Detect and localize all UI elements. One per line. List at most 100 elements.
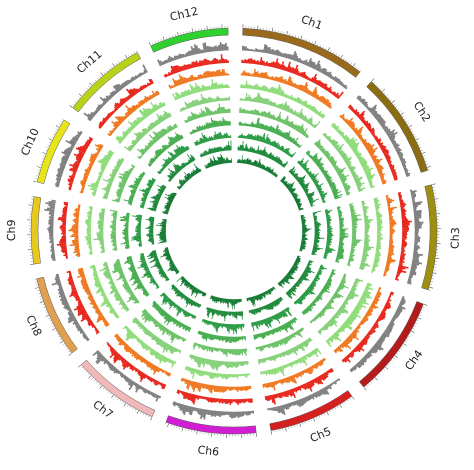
- tick-mark: [191, 28, 193, 32]
- track-histogram-7-ch9: [119, 212, 130, 249]
- tick-mark: [414, 325, 416, 327]
- data-tracks: [44, 42, 424, 420]
- chromosome-label-ch6: Ch6: [197, 443, 220, 458]
- tick-mark: [45, 312, 48, 314]
- track-histogram-2-ch3: [394, 191, 412, 281]
- tick-mark: [58, 123, 61, 125]
- tick-mark: [51, 136, 54, 138]
- tick-mark: [426, 163, 429, 165]
- tick-mark: [142, 413, 145, 416]
- track-histogram-6-ch8: [112, 258, 140, 304]
- tick-mark: [39, 164, 42, 165]
- tick-mark: [386, 94, 388, 97]
- tick-mark: [421, 309, 424, 311]
- track-histogram-9-ch4: [285, 260, 315, 300]
- track-histogram-2-ch8: [66, 270, 100, 335]
- tick-mark: [87, 373, 90, 376]
- tick-mark: [391, 360, 393, 362]
- track-histogram-2-ch9: [56, 201, 69, 259]
- tick-mark: [66, 348, 69, 350]
- tick-mark: [107, 391, 109, 393]
- tick-mark: [54, 131, 57, 133]
- chromosome-band-ch4: [358, 301, 424, 388]
- tick-mark: [410, 128, 412, 130]
- tick-mark: [417, 141, 419, 143]
- tick-mark: [409, 333, 412, 335]
- tick-mark: [406, 338, 409, 340]
- tick-mark: [418, 144, 421, 146]
- track-histogram-4-ch8: [89, 264, 120, 319]
- track-histogram-4-ch7: [122, 325, 177, 368]
- tick-mark: [416, 320, 419, 322]
- tick-mark: [47, 144, 50, 146]
- tick-mark: [333, 51, 335, 54]
- track-histogram-2-ch7: [106, 341, 167, 390]
- tick-mark: [338, 54, 340, 57]
- tick-mark: [69, 105, 73, 108]
- tick-mark: [85, 371, 87, 373]
- chromosome-band-ch10: [36, 119, 71, 184]
- tick-mark: [33, 180, 37, 183]
- chromosome-label-ch3: Ch3: [449, 227, 463, 249]
- tick-mark: [169, 36, 170, 38]
- tick-mark: [106, 70, 108, 72]
- track-histogram-7-ch11: [147, 132, 184, 167]
- track-histogram-1-ch9: [44, 199, 56, 262]
- tick-mark: [432, 183, 436, 185]
- tick-mark: [130, 53, 133, 56]
- tick-mark: [111, 66, 113, 69]
- tick-mark: [295, 35, 296, 37]
- tick-mark: [59, 341, 64, 344]
- tick-mark: [55, 125, 60, 128]
- tick-mark: [307, 420, 309, 423]
- tick-mark: [429, 286, 434, 289]
- tick-mark: [345, 59, 348, 62]
- track-histogram-4-ch1: [240, 80, 326, 119]
- tick-mark: [148, 415, 150, 418]
- tick-mark: [42, 304, 45, 306]
- track-histogram-7-ch4: [301, 268, 336, 316]
- track-histogram-5-ch4: [317, 277, 364, 335]
- tick-mark: [350, 62, 352, 65]
- track-histogram-4-ch6: [184, 365, 250, 380]
- track-histogram-6-ch1: [239, 107, 309, 139]
- tick-mark: [422, 306, 425, 308]
- tick-mark: [380, 88, 382, 90]
- tick-mark: [92, 81, 95, 84]
- tick-mark: [434, 198, 439, 200]
- track-histogram-6-ch9: [109, 209, 118, 251]
- track-histogram-3-ch3: [383, 194, 397, 277]
- tick-mark: [119, 400, 121, 402]
- tick-mark: [387, 364, 389, 367]
- tick-mark: [40, 298, 43, 300]
- tick-mark: [389, 99, 392, 101]
- tick-mark: [332, 409, 334, 411]
- tick-mark: [123, 58, 125, 60]
- track-histogram-9-ch5: [248, 296, 284, 315]
- track-histogram-4-ch2: [330, 122, 376, 189]
- tick-mark: [397, 108, 399, 110]
- tick-mark: [400, 348, 402, 350]
- tick-mark: [99, 75, 101, 78]
- tick-mark: [109, 393, 112, 395]
- tick-mark: [395, 106, 398, 108]
- track-histogram-5-ch11: [124, 110, 172, 152]
- track-histogram-7-ch12: [189, 117, 231, 135]
- track-histogram-1-ch12: [157, 42, 229, 67]
- tick-mark: [196, 431, 198, 435]
- tick-mark: [319, 44, 321, 47]
- tick-mark: [398, 350, 400, 353]
- tick-mark: [403, 343, 407, 346]
- tick-mark: [420, 149, 423, 151]
- tick-mark: [41, 158, 44, 160]
- tick-mark: [372, 379, 375, 382]
- tick-mark: [297, 36, 299, 38]
- tick-mark: [52, 328, 56, 331]
- tick-mark: [392, 357, 395, 360]
- tick-mark: [170, 424, 172, 427]
- tick-mark: [420, 312, 423, 314]
- tick-mark: [59, 338, 62, 340]
- tick-mark: [414, 136, 417, 138]
- track-histogram-7-ch1: [238, 117, 302, 149]
